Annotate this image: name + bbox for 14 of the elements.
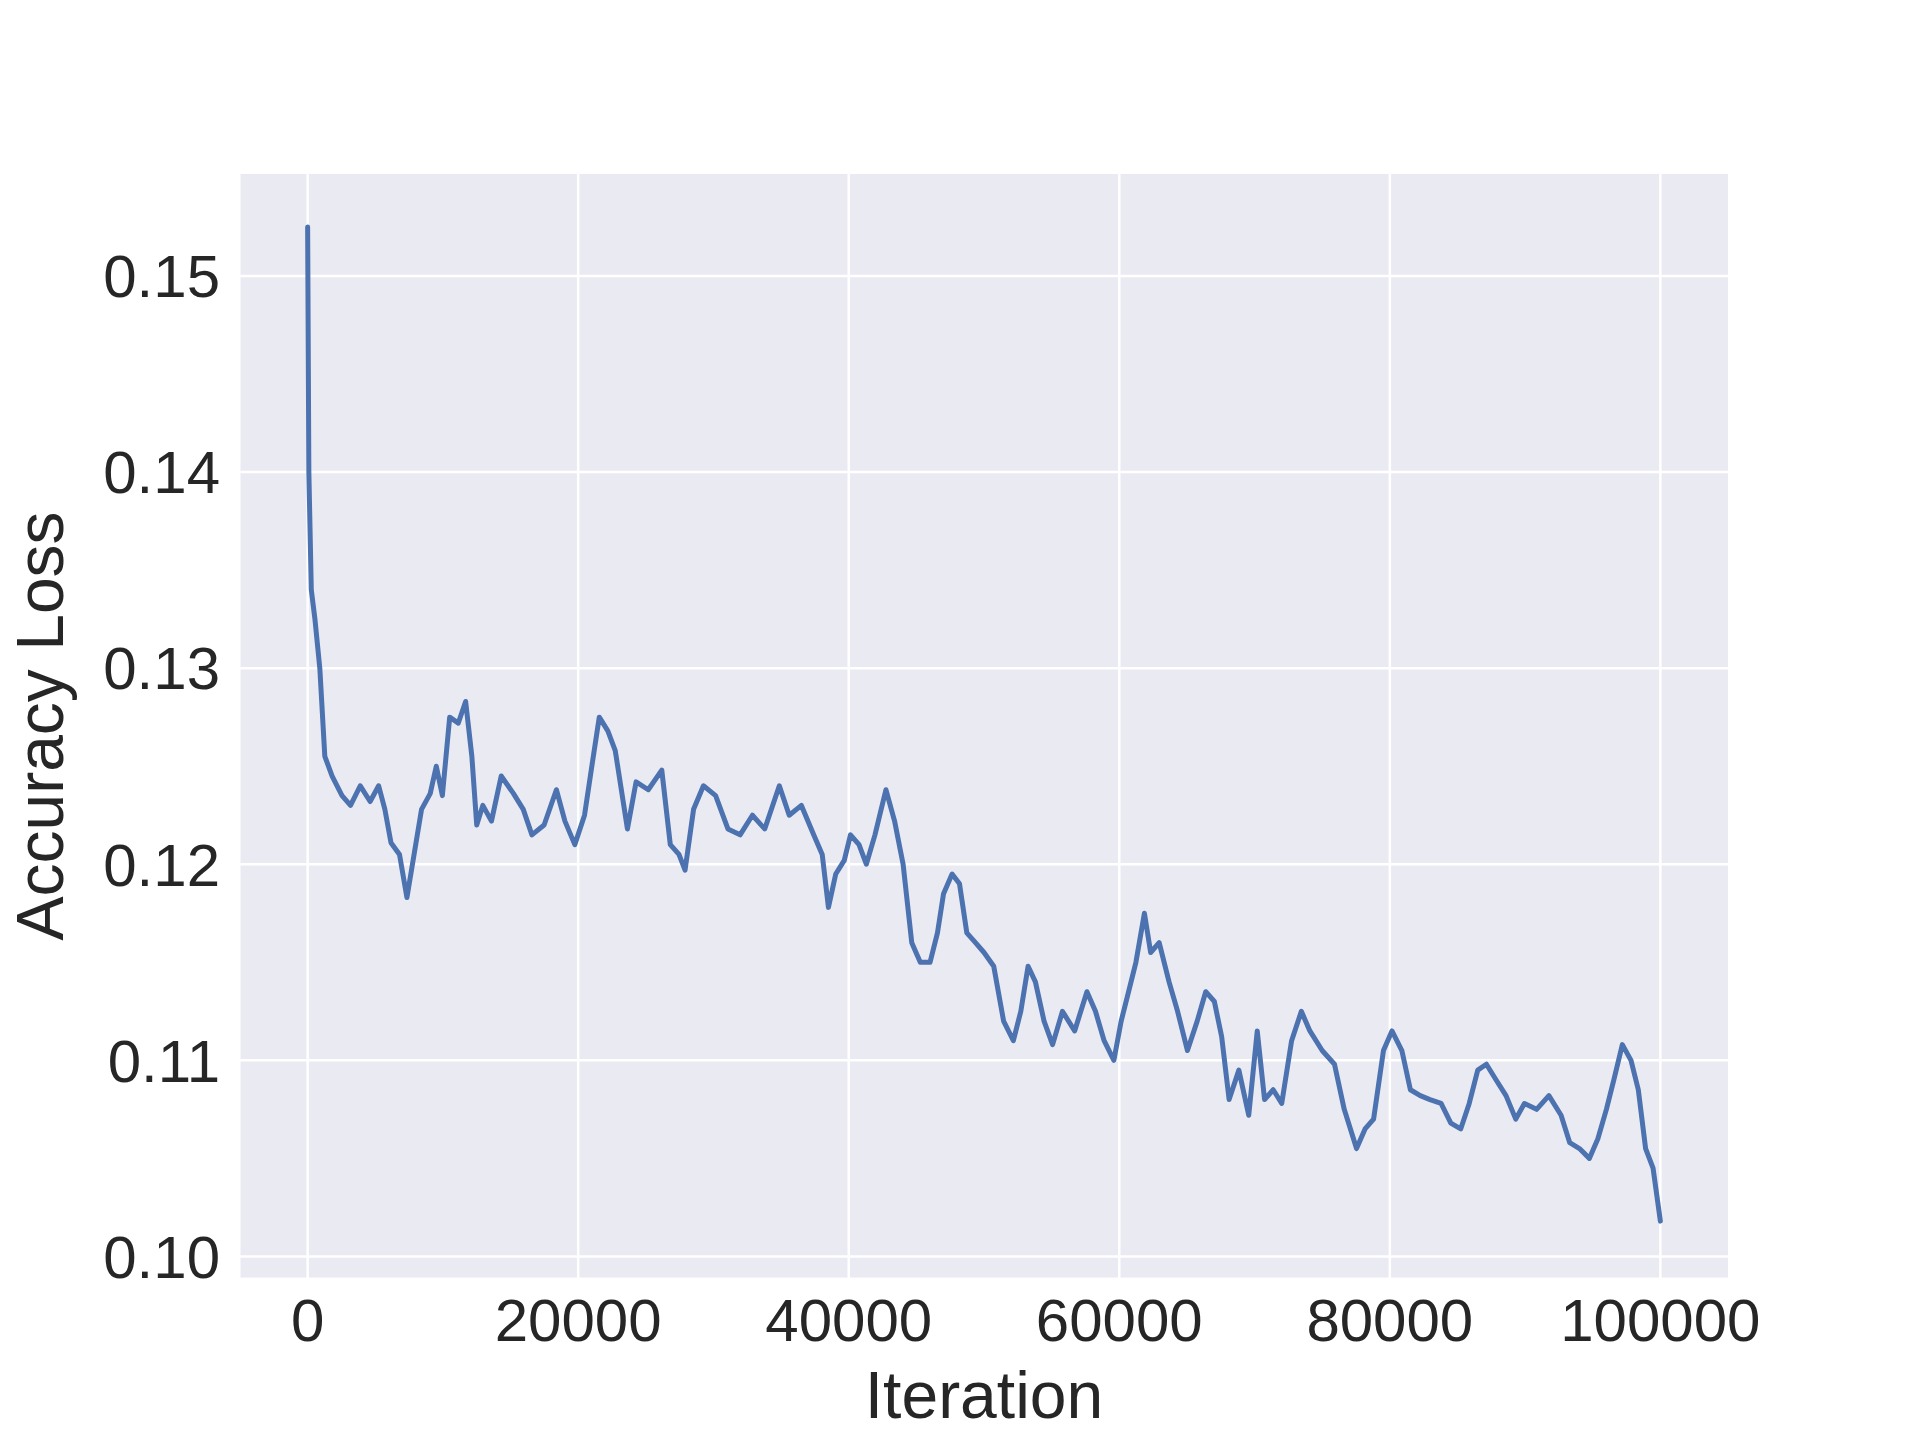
- y-tick-label: 0.10: [103, 1223, 220, 1291]
- y-tick-label: 0.13: [103, 635, 220, 703]
- x-tick-label: 40000: [765, 1286, 933, 1354]
- y-tick-label: 0.12: [103, 831, 220, 899]
- x-axis-title: Iteration: [864, 1358, 1104, 1432]
- y-tick-label: 0.11: [107, 1027, 220, 1095]
- x-tick-label: 100000: [1560, 1286, 1761, 1354]
- y-axis-title: Accuracy Loss: [3, 511, 78, 941]
- y-tick-label: 0.14: [103, 439, 220, 507]
- x-tick-label: 60000: [1035, 1286, 1203, 1354]
- x-tick-label: 0: [290, 1286, 325, 1354]
- x-tick-label: 80000: [1306, 1286, 1474, 1354]
- y-tick-label: 0.15: [103, 243, 220, 311]
- x-tick-label: 20000: [494, 1286, 662, 1354]
